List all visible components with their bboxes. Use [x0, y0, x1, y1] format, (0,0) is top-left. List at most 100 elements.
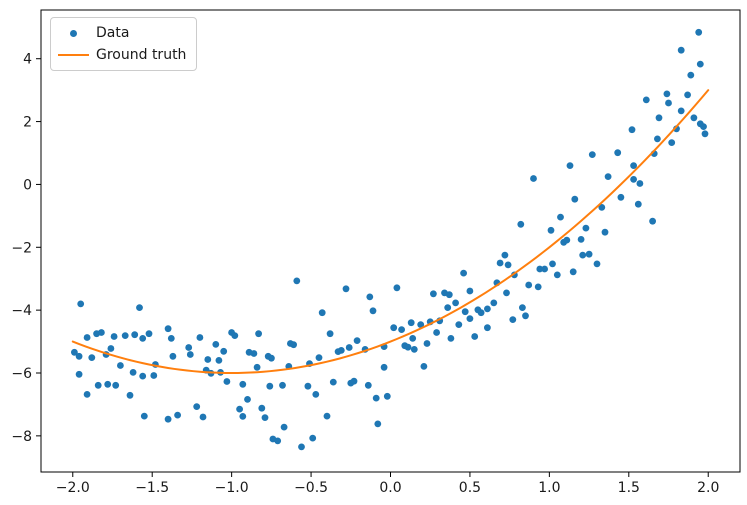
data-point — [110, 333, 118, 340]
data-point — [193, 403, 201, 410]
plot-area-border — [40, 9, 741, 473]
data-point — [169, 352, 177, 360]
data-point — [398, 326, 405, 333]
data-point — [407, 319, 415, 327]
y-tick-label: 2 — [23, 115, 32, 131]
data-point — [684, 91, 691, 99]
data-point — [503, 289, 510, 297]
data-point — [244, 396, 251, 403]
data-point — [329, 378, 337, 386]
data-point — [318, 309, 326, 317]
data-point — [496, 259, 504, 267]
data-point — [250, 350, 258, 357]
data-point — [445, 291, 453, 299]
legend-item-data: Data — [58, 22, 186, 44]
data-point — [557, 213, 564, 221]
data-point — [604, 173, 612, 181]
data-point — [642, 96, 650, 104]
data-point — [525, 281, 533, 289]
data-point — [150, 372, 158, 379]
legend-label-data: Data — [96, 25, 130, 41]
scatter-dot-marker-icon — [70, 29, 77, 37]
data-point — [239, 413, 247, 420]
data-point — [88, 354, 96, 361]
data-point — [353, 337, 361, 344]
x-tick-label: 1.5 — [618, 480, 640, 496]
data-point — [75, 370, 83, 378]
x-tick-label: −1.5 — [135, 480, 169, 496]
data-point — [636, 180, 644, 187]
data-point — [121, 332, 129, 339]
x-tick-label: −0.5 — [294, 480, 328, 496]
data-point — [129, 369, 137, 376]
data-point — [536, 265, 544, 273]
data-point — [261, 414, 269, 421]
data-point — [223, 378, 231, 385]
legend: Data Ground truth — [50, 17, 198, 71]
data-point — [404, 343, 412, 351]
data-point — [577, 236, 585, 243]
data-point — [477, 309, 485, 317]
scatter-series-data — [71, 28, 709, 451]
data-point — [654, 135, 661, 143]
data-point — [417, 321, 425, 328]
data-point — [598, 204, 606, 211]
y-axis: 4 2 0 −2 −4 −6 −8 — [11, 52, 41, 445]
data-point — [563, 236, 571, 244]
data-point — [112, 381, 120, 389]
data-point — [460, 269, 467, 277]
data-point — [304, 382, 312, 390]
data-point — [701, 130, 709, 138]
data-point — [461, 308, 469, 316]
data-point — [566, 162, 574, 170]
data-point — [593, 260, 601, 268]
y-tick-label: 4 — [23, 52, 32, 68]
data-point — [309, 434, 317, 442]
data-point — [700, 123, 707, 130]
data-point — [522, 312, 529, 320]
data-point — [471, 333, 479, 340]
data-point — [630, 176, 637, 183]
data-point — [582, 224, 590, 232]
data-point — [126, 391, 134, 399]
y-tick-label: −8 — [11, 429, 32, 445]
data-point — [484, 305, 491, 313]
x-tick-label: −1.0 — [215, 480, 249, 496]
data-point — [501, 251, 509, 259]
data-point — [98, 329, 105, 336]
y-tick-label: −2 — [11, 240, 32, 256]
data-point — [588, 151, 596, 159]
legend-marker-column — [58, 29, 89, 37]
data-point — [268, 354, 275, 362]
data-point — [315, 354, 323, 361]
data-point — [364, 381, 372, 389]
data-point — [186, 351, 194, 358]
data-point — [236, 405, 244, 413]
data-point — [423, 340, 431, 347]
data-point — [634, 200, 642, 208]
x-tick-label: 0.0 — [379, 480, 401, 496]
data-point — [696, 60, 704, 68]
data-point — [677, 46, 685, 54]
data-point — [374, 420, 382, 428]
data-point — [420, 363, 428, 370]
x-tick-label: 2.0 — [697, 480, 719, 496]
data-point — [455, 321, 463, 328]
data-point — [444, 304, 452, 311]
data-point — [220, 347, 228, 355]
data-point — [677, 107, 685, 115]
data-point — [372, 394, 380, 402]
x-tick-label: 1.0 — [538, 480, 560, 496]
data-point — [655, 114, 663, 122]
data-point — [280, 423, 288, 431]
ground-truth-line — [71, 89, 710, 375]
x-tick-label: −2.0 — [56, 480, 90, 496]
data-point — [164, 325, 172, 333]
data-point — [617, 193, 625, 201]
data-point — [601, 228, 609, 236]
data-point — [569, 268, 577, 276]
data-point — [326, 330, 334, 338]
data-point — [541, 265, 548, 273]
data-point — [253, 363, 261, 371]
data-point — [83, 391, 91, 398]
